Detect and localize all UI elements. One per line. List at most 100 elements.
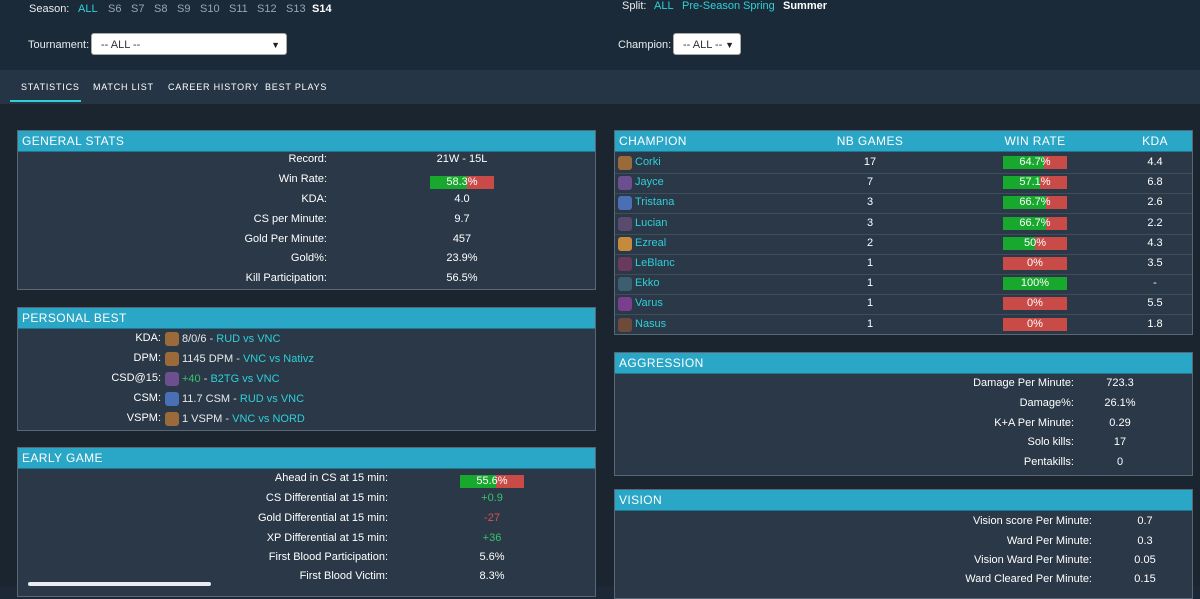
corki-icon xyxy=(618,156,632,170)
personal-best-row: CSD@15: +40 - B2TG vs VNC xyxy=(18,372,595,392)
gold-per-minute-label: Gold Per Minute: xyxy=(244,233,327,245)
champion-winrate-value: 66.7% xyxy=(1019,216,1051,229)
season-s8[interactable]: S8 xyxy=(154,3,168,15)
season-s9[interactable]: S9 xyxy=(177,3,191,15)
split-pre-season[interactable]: Pre-Season xyxy=(682,0,741,12)
pb-vspm-entry: 1 VSPM - VNC vs NORD xyxy=(165,412,305,426)
champion-name-link[interactable]: Ezreal xyxy=(635,236,667,249)
aggression-row: Damage Per Minute: 723.3 xyxy=(615,377,1192,397)
champion-name-link[interactable]: Ekko xyxy=(635,277,660,290)
champion-games: 3 xyxy=(866,196,874,209)
champion-winrate-bar-fill xyxy=(1003,236,1035,250)
tab-best-plays[interactable]: BEST PLAYS xyxy=(265,82,328,92)
season-label: Season: xyxy=(29,3,70,15)
champion-name-link[interactable]: LeBlanc xyxy=(635,257,675,269)
kda-value: 4.0 xyxy=(454,193,470,205)
vision-title: VISION xyxy=(615,490,1192,511)
champion-name-link[interactable]: Tristana xyxy=(635,196,675,209)
champion-table-panel: CHAMPION NB GAMES WIN RATE KDA Corki 17 64… xyxy=(614,130,1193,335)
pb-csm-value: 11.7 CSM xyxy=(182,392,231,405)
ekko-icon xyxy=(618,277,632,292)
vision-score-value: 0.7 xyxy=(1137,515,1153,527)
champion-row: LeBlanc 1 0% 3.5 xyxy=(615,254,1192,274)
fb-victim-value: 8.3% xyxy=(479,570,505,582)
cs-per-minute-value: 9.7 xyxy=(454,213,470,225)
ward-cleared-label: Ward Cleared Per Minute: xyxy=(965,573,1092,585)
stat-row: KDA: 4.0 xyxy=(18,193,595,213)
tab-statistics[interactable]: STATISTICS xyxy=(21,82,80,92)
champion-kda: 5.5 xyxy=(1147,297,1163,310)
win-rate-bar-fill xyxy=(430,176,468,189)
champion-kda: 3.5 xyxy=(1147,257,1163,269)
damage-percent-label: Damage%: xyxy=(1019,397,1074,409)
vision-row: Ward Per Minute: 0.3 xyxy=(615,535,1192,555)
chevron-down-icon: ▼ xyxy=(271,40,280,50)
horizontal-scrollbar[interactable] xyxy=(28,582,211,586)
nasus-icon xyxy=(618,317,632,332)
champion-name-link[interactable]: Nasus xyxy=(635,317,667,330)
champion-kda: 4.3 xyxy=(1147,236,1163,249)
row-divider xyxy=(615,193,1192,195)
personal-best-panel: PERSONAL BEST KDA: 8/0/6 - RUD vs VNC DP… xyxy=(17,307,596,431)
fb-participation-value: 5.6% xyxy=(479,551,505,563)
season-s11[interactable]: S11 xyxy=(229,3,248,15)
tournament-select-value: -- ALL -- xyxy=(101,39,141,51)
champion-select[interactable]: -- ALL -- ▼ xyxy=(673,33,741,55)
champion-kda: 2.6 xyxy=(1147,196,1163,209)
season-all[interactable]: ALL xyxy=(78,3,98,15)
tab-career-history[interactable]: CAREER HISTORY xyxy=(168,82,259,92)
champion-row: Jayce 7 57.1% 6.8 xyxy=(615,173,1192,193)
champion-winrate-bar: 0% xyxy=(1003,257,1067,270)
tab-match-list[interactable]: MATCH LIST xyxy=(93,82,154,92)
row-divider xyxy=(615,213,1192,215)
tristana-icon xyxy=(618,196,632,211)
split-all[interactable]: ALL xyxy=(654,0,674,12)
early-row: First Blood Victim: 8.3% xyxy=(18,570,595,590)
solo-kills-label: Solo kills: xyxy=(1027,436,1074,448)
vision-row: Vision Ward Per Minute: 0.05 xyxy=(615,554,1192,574)
win-rate-column-header[interactable]: WIN RATE xyxy=(1004,134,1066,148)
champion-row: Corki 17 64.7% 4.4 xyxy=(615,153,1192,173)
champion-games: 1 xyxy=(866,317,874,330)
season-s13[interactable]: S13 xyxy=(286,3,306,15)
champion-column-header[interactable]: CHAMPION xyxy=(619,134,687,148)
aggression-row: K+A Per Minute: 0.29 xyxy=(615,417,1192,437)
filter-bar: Season: ALL S6 S7 S8 S9 S10 S11 S12 S13 … xyxy=(0,0,1200,70)
chevron-down-icon: ▼ xyxy=(725,40,734,50)
personal-best-row: VSPM: 1 VSPM - VNC vs NORD xyxy=(18,412,595,432)
pb-dpm-match-link[interactable]: VNC vs Nativz xyxy=(242,352,314,365)
pb-csd-match-link[interactable]: B2TG vs VNC xyxy=(210,372,280,385)
season-s14[interactable]: S14 xyxy=(312,3,332,15)
pb-kda-match-link[interactable]: RUD vs VNC xyxy=(216,332,281,345)
season-s7[interactable]: S7 xyxy=(131,3,145,15)
ka-per-minute-label: K+A Per Minute: xyxy=(994,417,1074,429)
pb-vspm-match-link[interactable]: VNC vs NORD xyxy=(232,412,305,425)
pb-kda-value: 8/0/6 xyxy=(182,332,207,345)
pb-csm-match-link[interactable]: RUD vs VNC xyxy=(239,392,305,405)
season-s12[interactable]: S12 xyxy=(257,3,277,15)
champion-name-link[interactable]: Corki xyxy=(635,156,661,168)
kill-participation-value: 56.5% xyxy=(446,272,478,284)
split-summer[interactable]: Summer xyxy=(783,0,828,12)
champion-name-link[interactable]: Varus xyxy=(635,297,663,310)
season-s10[interactable]: S10 xyxy=(200,3,220,15)
vision-row: Ward Cleared Per Minute: 0.15 xyxy=(615,573,1192,593)
champion-games: 7 xyxy=(866,176,874,189)
kda-column-header[interactable]: KDA xyxy=(1142,134,1168,148)
champion-winrate-value: 100% xyxy=(1020,277,1050,290)
champion-name-link[interactable]: Jayce xyxy=(635,176,664,189)
season-s6[interactable]: S6 xyxy=(108,3,122,15)
champion-winrate-value: 66.7% xyxy=(1019,196,1051,209)
record-label: Record: xyxy=(288,153,327,165)
cs-diff-label: CS Differential at 15 min: xyxy=(265,492,388,504)
champion-winrate-bar-fill xyxy=(1003,196,1046,210)
vision-ward-value: 0.05 xyxy=(1134,554,1156,566)
active-tab-indicator xyxy=(10,100,81,102)
champion-winrate-bar: 66.7% xyxy=(1003,196,1067,210)
tournament-select[interactable]: -- ALL -- ▼ xyxy=(91,33,287,55)
champion-name-link[interactable]: Lucian xyxy=(635,216,668,229)
split-spring[interactable]: Spring xyxy=(743,0,775,12)
stat-row: Gold%: 23.9% xyxy=(18,252,595,272)
champion-kda: 6.8 xyxy=(1147,176,1163,189)
nb-games-column-header[interactable]: NB GAMES xyxy=(836,134,904,148)
